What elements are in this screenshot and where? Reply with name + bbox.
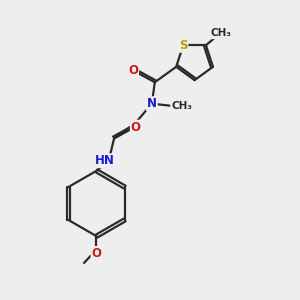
Text: O: O xyxy=(92,247,101,260)
Text: N: N xyxy=(147,97,157,110)
Text: S: S xyxy=(179,39,188,52)
Text: CH₃: CH₃ xyxy=(210,28,231,38)
Text: O: O xyxy=(131,121,141,134)
Text: CH₃: CH₃ xyxy=(171,101,192,111)
Text: O: O xyxy=(128,64,138,77)
Text: HN: HN xyxy=(95,154,115,167)
